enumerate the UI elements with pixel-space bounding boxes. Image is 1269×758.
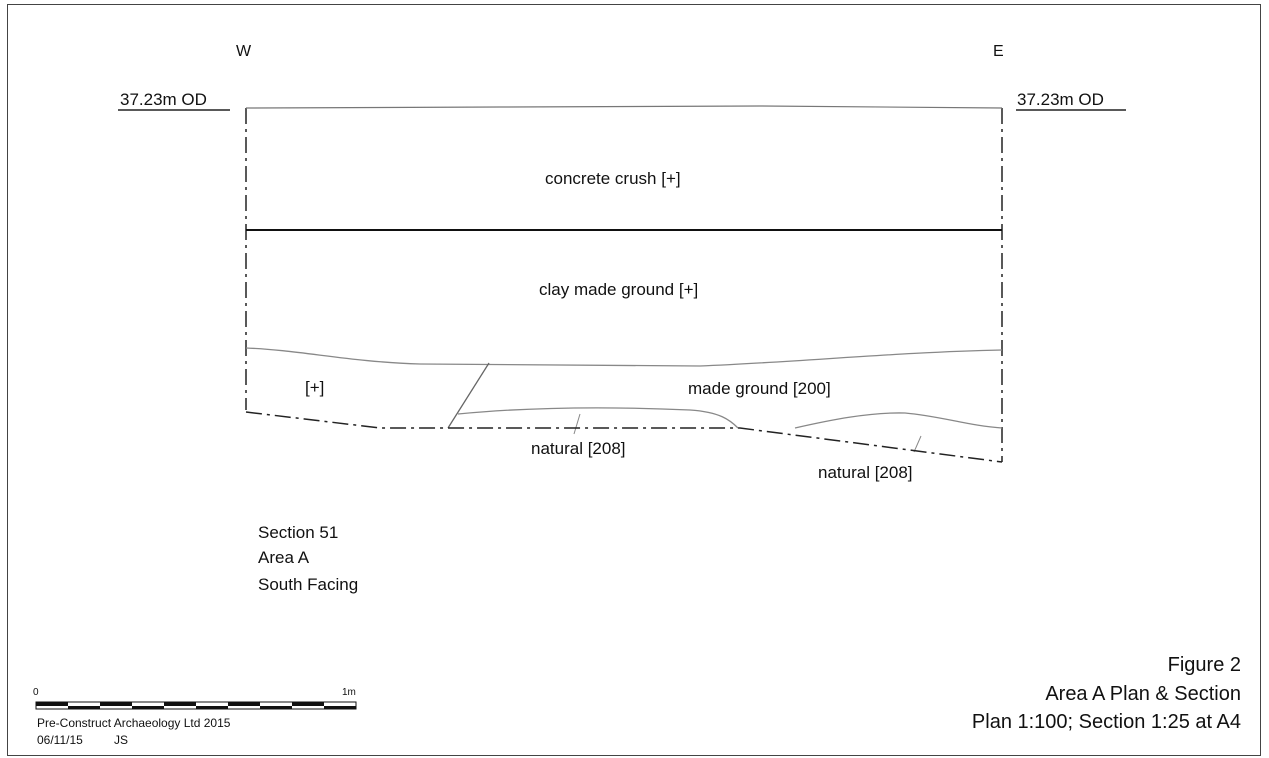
datum-right-label: 37.23m OD xyxy=(1017,90,1104,109)
scale-bar-segment xyxy=(132,706,164,709)
west-label: W xyxy=(236,43,252,60)
credit-date: 06/11/15 xyxy=(37,733,83,747)
scale-bar-segment xyxy=(100,702,132,706)
scale-start-label: 0 xyxy=(33,687,39,698)
layer-concrete-crush-label: concrete crush [+] xyxy=(545,169,681,188)
layer-natural-left-label: natural [208] xyxy=(531,439,626,458)
scale-bar-segment xyxy=(292,702,324,706)
figure-frame xyxy=(7,4,1261,756)
made-ground-lower-line xyxy=(457,407,739,429)
figure-scale: Plan 1:100; Section 1:25 at A4 xyxy=(971,711,1241,733)
natural-right-upper-line xyxy=(794,412,1003,429)
scale-bar xyxy=(35,701,357,710)
ground-surface-line xyxy=(245,105,1003,109)
scale-end-label: 1m xyxy=(342,687,356,698)
section-base-line xyxy=(245,411,1003,463)
scale-bar-segment xyxy=(36,702,68,706)
datum-left-label: 37.23m OD xyxy=(120,90,207,109)
figure-title: Area A Plan & Section xyxy=(1045,683,1241,705)
cut-line xyxy=(447,362,490,429)
section-info-line1: Section 51 xyxy=(258,523,339,542)
east-label: E xyxy=(993,43,1004,60)
credit-initials: JS xyxy=(114,733,129,747)
figure-number: Figure 2 xyxy=(1167,654,1241,676)
layer-made-ground-label: made ground [200] xyxy=(688,379,831,398)
layer-clay-made-ground-label: clay made ground [+] xyxy=(539,280,699,299)
layer-natural-right-label: natural [208] xyxy=(818,463,913,482)
clay-base-line xyxy=(245,347,1003,367)
scale-bar-segment xyxy=(68,706,100,709)
natural-left-tick xyxy=(573,413,581,435)
scale-bar-segment xyxy=(196,706,228,709)
scale-bar-segment xyxy=(260,706,292,709)
scale-bar-segment xyxy=(228,702,260,706)
company-credit: Pre-Construct Archaeology Ltd 2015 xyxy=(37,716,231,730)
scale-bar-segment xyxy=(324,706,356,709)
natural-right-tick xyxy=(913,435,922,453)
scale-bar-segment xyxy=(164,702,196,706)
section-info-line2: Area A xyxy=(258,548,310,567)
layer-unnumbered-label: [+] xyxy=(305,378,325,397)
section-info-line3: South Facing xyxy=(258,575,359,594)
